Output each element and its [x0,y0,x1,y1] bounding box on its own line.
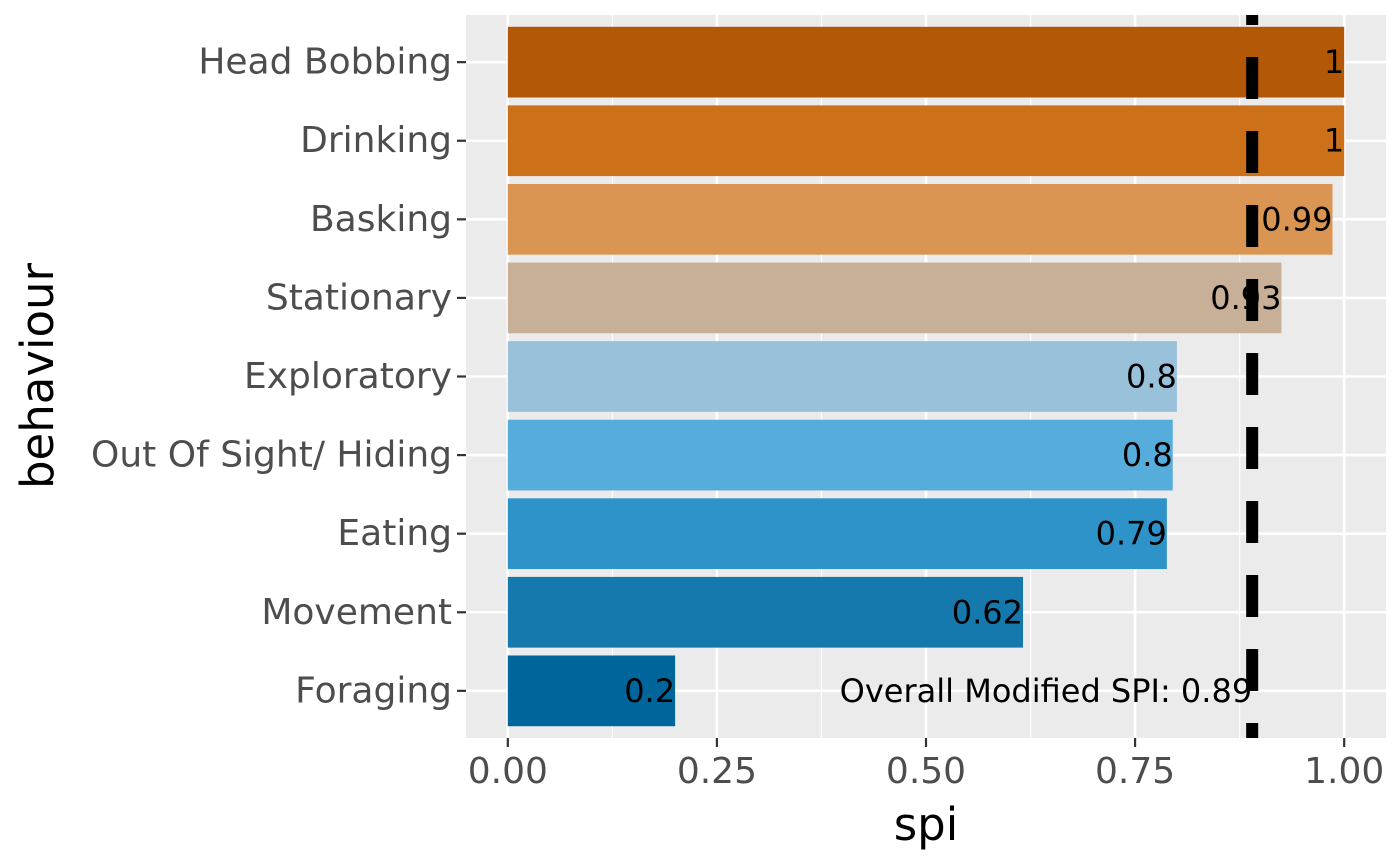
bar [507,341,1177,412]
y-tick-label: Out Of Sight/ Hiding [91,435,452,476]
y-tick-label: Eating [337,513,452,554]
bar-value-label: 0.79 [1096,515,1167,553]
bar-value-label: 0.99 [1261,200,1332,238]
annotations: Overall Modified SPI: 0.89 [840,672,1253,710]
y-axis-title: behaviour [11,262,64,489]
bar-value-label: 0.2 [624,672,675,710]
bar-value-labels: 1 1 0.99 0.93 0.8 0.8 0.79 0.62 0.2 [624,43,1344,710]
x-tick-label: 0.25 [677,751,757,792]
bar [507,419,1173,491]
bar-value-label: 0.8 [1126,358,1177,396]
x-tick-label: 0.00 [468,751,548,792]
y-tick-label: Foraging [295,670,452,711]
bar-value-label: 1 [1324,43,1344,81]
y-tick-label: Movement [261,592,452,633]
x-tick-label: 0.75 [1095,751,1175,792]
bar-value-label: 0.93 [1210,279,1281,317]
bar-value-label: 0.62 [952,593,1023,631]
y-tick-label: Exploratory [244,356,452,397]
x-tick-label: 0.50 [886,751,966,792]
x-axis: 0.00 0.25 0.50 0.75 1.00 [468,738,1384,792]
annotation-label: Overall Modified SPI: 0.89 [840,672,1253,710]
bar [507,576,1024,648]
bar [507,655,676,727]
bar-value-label: 1 [1324,122,1344,160]
x-axis-title: spi [894,798,959,851]
y-axis: Head Bobbing Drinking Basking Stationary Exp… [91,42,466,711]
x-tick-label: 1.00 [1304,751,1384,792]
bars [507,26,1345,727]
y-tick-label: Drinking [300,120,452,161]
bar [507,262,1282,334]
bar [507,183,1333,255]
y-tick-label: Stationary [266,277,452,318]
bar-value-label: 0.8 [1122,436,1173,474]
bar [507,26,1345,98]
bar [507,105,1345,177]
bar [507,498,1167,570]
y-tick-label: Head Bobbing [198,42,452,83]
y-tick-label: Basking [310,199,452,240]
